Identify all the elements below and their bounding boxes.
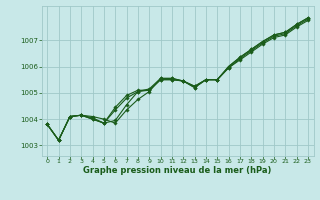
- X-axis label: Graphe pression niveau de la mer (hPa): Graphe pression niveau de la mer (hPa): [84, 166, 272, 175]
